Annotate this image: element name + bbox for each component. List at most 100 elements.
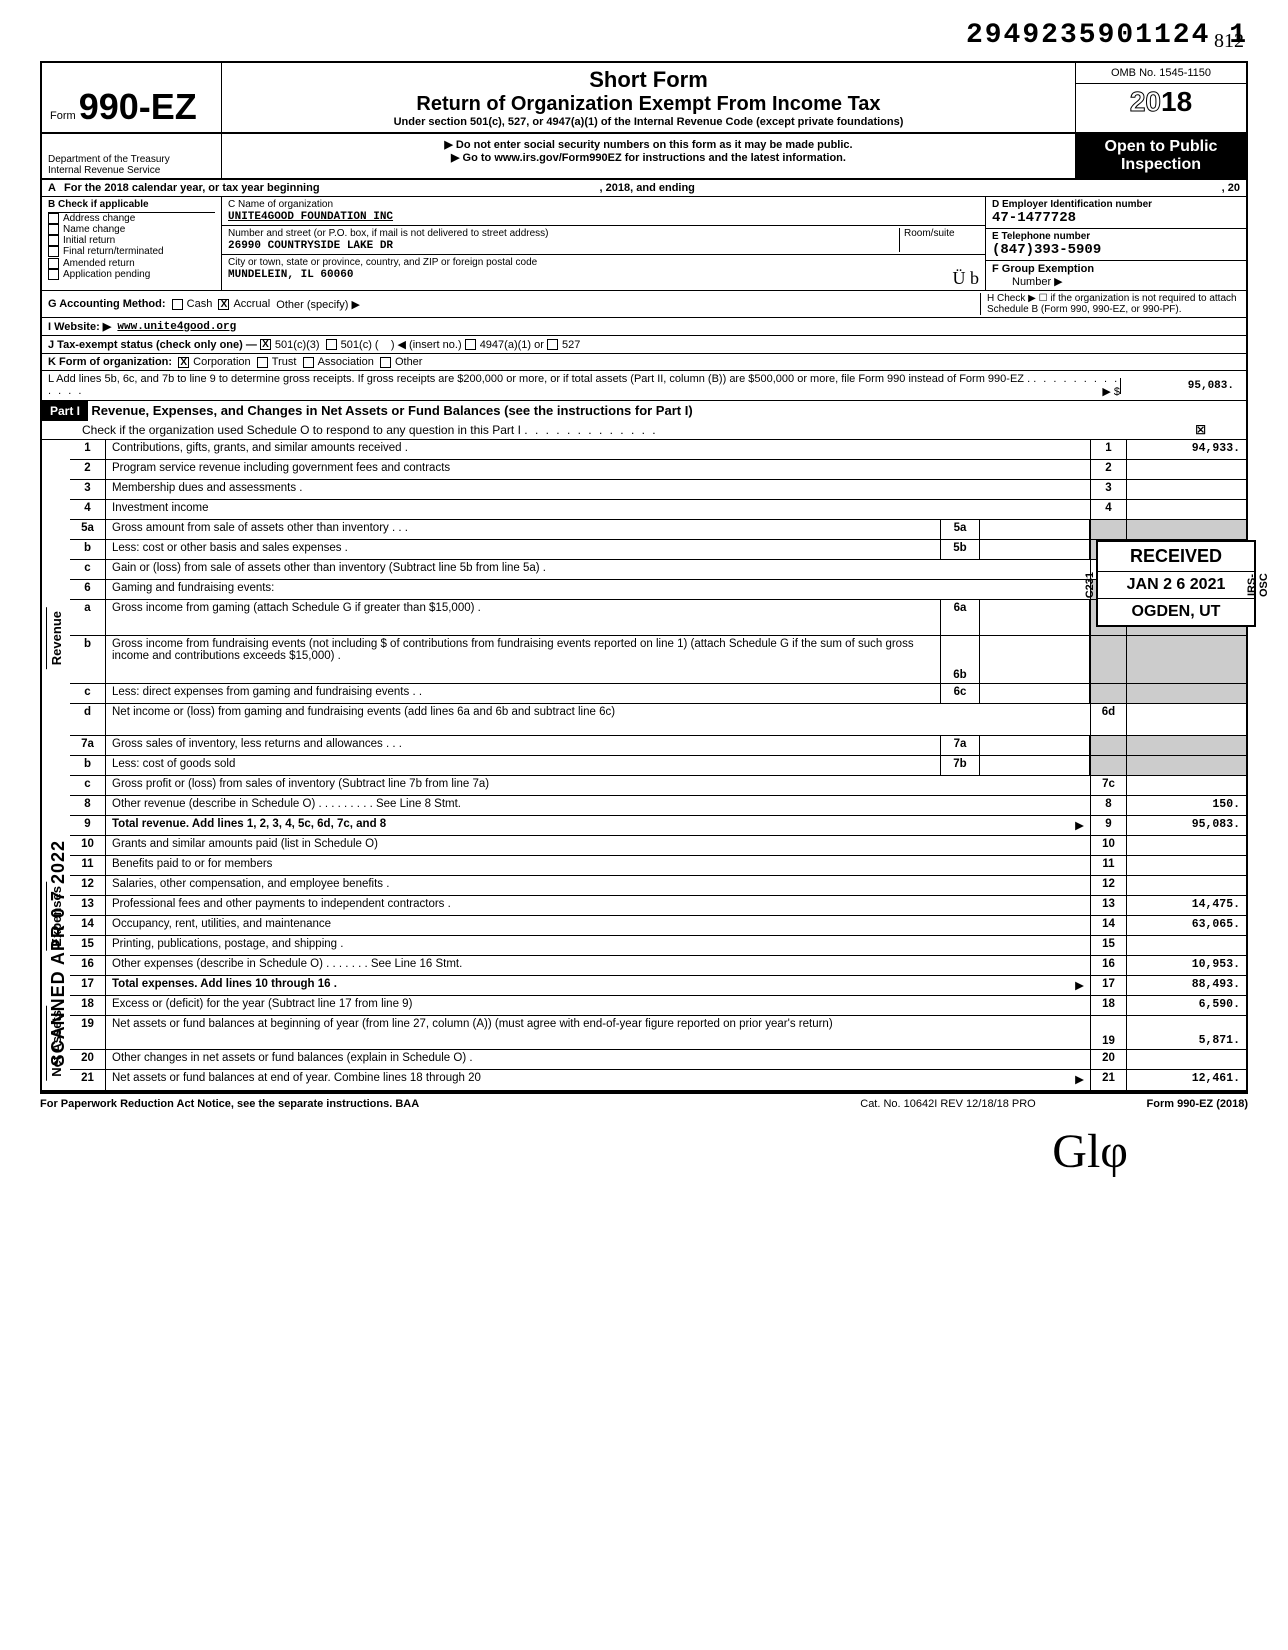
checkbox-501c3[interactable]: X — [260, 339, 271, 350]
omb-number: OMB No. 1545-1150 — [1076, 63, 1246, 84]
warning-1: ▶ Do not enter social security numbers o… — [444, 139, 852, 151]
checkbox-501c[interactable] — [326, 339, 337, 350]
phone: (847)393-5909 — [992, 242, 1101, 258]
line-15-val — [1126, 936, 1246, 955]
line-11-box: 11 — [1090, 856, 1126, 875]
checkbox-assoc[interactable] — [303, 357, 314, 368]
stamp-side2: IRS-OSC — [1246, 572, 1270, 598]
checkbox-trust[interactable] — [257, 357, 268, 368]
line-10-val — [1126, 836, 1246, 855]
line-15-num: 15 — [70, 936, 106, 955]
line-14-val: 63,065. — [1126, 916, 1246, 935]
line-3-val — [1126, 480, 1246, 499]
line-6d-desc: Net income or (loss) from gaming and fun… — [106, 704, 1090, 735]
part-1-checked: ☒ — [1195, 423, 1206, 437]
expenses-section: Expenses 10Grants and similar amounts pa… — [40, 836, 1248, 996]
handwritten-initials: 812 — [1214, 30, 1244, 53]
checkbox-4947[interactable] — [465, 339, 476, 350]
row-k: K Form of organization: XCorporation Tru… — [40, 354, 1248, 371]
line-1-val: 94,933. — [1126, 440, 1246, 459]
checkbox-corp[interactable]: X — [178, 357, 189, 368]
line-7b-subval — [980, 756, 1090, 775]
d-label: D Employer Identification number — [992, 199, 1240, 210]
line-7a-subval — [980, 736, 1090, 755]
line-14-desc: Occupancy, rent, utilities, and maintena… — [106, 916, 1090, 935]
line-19-box: 19 — [1090, 1016, 1126, 1049]
line-20-val — [1126, 1050, 1246, 1069]
b-item-1: Name change — [63, 224, 125, 235]
org-address: 26990 COUNTRYSIDE LAKE DR — [228, 240, 393, 252]
checkbox-name-change[interactable] — [48, 224, 59, 235]
line-17-val: 88,493. — [1126, 976, 1246, 995]
l-amount: 95,083. — [1120, 378, 1240, 394]
line-5a-shade — [1090, 520, 1126, 539]
f-label: F Group Exemption — [992, 263, 1094, 275]
line-7c-val — [1126, 776, 1246, 795]
form-number-cell: Form 990-EZ — [42, 63, 222, 132]
section-bcdef: B Check if applicable Address change Nam… — [40, 197, 1248, 291]
line-7c-desc: Gross profit or (loss) from sales of inv… — [106, 776, 1090, 795]
line-8-desc: Other revenue (describe in Schedule O) .… — [106, 796, 1090, 815]
line-5a-shadeval — [1126, 520, 1246, 539]
checkbox-final-return[interactable] — [48, 246, 59, 257]
dept-line-2: Internal Revenue Service — [48, 165, 215, 176]
line-7a-shadeval — [1126, 736, 1246, 755]
l-text: L Add lines 5b, 6c, and 7b to line 9 to … — [48, 373, 1030, 385]
open-to-public: Open to Public Inspection — [1076, 134, 1246, 178]
g-label: G Accounting Method: — [48, 298, 166, 310]
checkbox-application-pending[interactable] — [48, 269, 59, 280]
line-21-desc: Net assets or fund balances at end of ye… — [106, 1070, 1090, 1090]
public-line-1: Open to Public — [1080, 138, 1242, 156]
checkbox-initial-return[interactable] — [48, 235, 59, 246]
col-def: D Employer Identification number 47-1477… — [986, 197, 1246, 290]
line-13-box: 13 — [1090, 896, 1126, 915]
line-7a-desc: Gross sales of inventory, less returns a… — [106, 736, 940, 755]
line-2-val — [1126, 460, 1246, 479]
website: www.unite4good.org — [117, 321, 236, 333]
year-prefix: 20 — [1130, 86, 1161, 117]
line-4-box: 4 — [1090, 500, 1126, 519]
line-18-val: 6,590. — [1126, 996, 1246, 1015]
signature: Glφ — [40, 1124, 1248, 1179]
line-12-box: 12 — [1090, 876, 1126, 895]
checkbox-other-org[interactable] — [380, 357, 391, 368]
line-7b-shadeval — [1126, 756, 1246, 775]
line-5b-num: b — [70, 540, 106, 559]
line-15-box: 15 — [1090, 936, 1126, 955]
line-16-desc: Other expenses (describe in Schedule O) … — [106, 956, 1090, 975]
line-13-num: 13 — [70, 896, 106, 915]
c-label: C Name of organization — [228, 199, 979, 210]
line-18-desc: Excess or (deficit) for the year (Subtra… — [106, 996, 1090, 1015]
stamp-date: JAN 2 6 2021 — [1127, 576, 1226, 593]
revenue-label-text: Revenue — [46, 607, 66, 669]
row-a-mid: , 2018, and ending — [600, 182, 695, 194]
stamp-location: OGDEN, UT — [1098, 599, 1254, 625]
revenue-side-label: Revenue — [42, 440, 70, 836]
checkbox-address-change[interactable] — [48, 213, 59, 224]
row-g: G Accounting Method: Cash XAccrual Other… — [40, 291, 1248, 318]
j-e: 527 — [562, 339, 580, 351]
line-20-box: 20 — [1090, 1050, 1126, 1069]
checkbox-527[interactable] — [547, 339, 558, 350]
line-11-desc: Benefits paid to or for members — [106, 856, 1090, 875]
b-item-4: Amended return — [63, 258, 135, 269]
checkbox-amended-return[interactable] — [48, 258, 59, 269]
l-arrow: ▶ $ — [1102, 386, 1120, 398]
line-5a-num: 5a — [70, 520, 106, 539]
line-6c-desc: Less: direct expenses from gaming and fu… — [106, 684, 940, 703]
line-7a-shade — [1090, 736, 1126, 755]
b-header: B Check if applicable — [48, 199, 215, 213]
line-6c-box: 6c — [940, 684, 980, 703]
checkbox-cash[interactable] — [172, 299, 183, 310]
checkbox-accrual[interactable]: X — [218, 299, 229, 310]
b-item-2: Initial return — [63, 235, 115, 246]
line-7b-desc: Less: cost of goods sold — [106, 756, 940, 775]
received-stamp: RECEIVED C231 JAN 2 6 2021 IRS-OSC OGDEN… — [1096, 540, 1256, 627]
line-8-box: 8 — [1090, 796, 1126, 815]
line-2-box: 2 — [1090, 460, 1126, 479]
line-6-desc: Gaming and fundraising events: — [106, 580, 1090, 599]
org-city: MUNDELEIN, IL 60060 — [228, 269, 353, 281]
dept-line-1: Department of the Treasury — [48, 154, 215, 165]
line-6b-num: b — [70, 636, 106, 683]
line-20-num: 20 — [70, 1050, 106, 1069]
